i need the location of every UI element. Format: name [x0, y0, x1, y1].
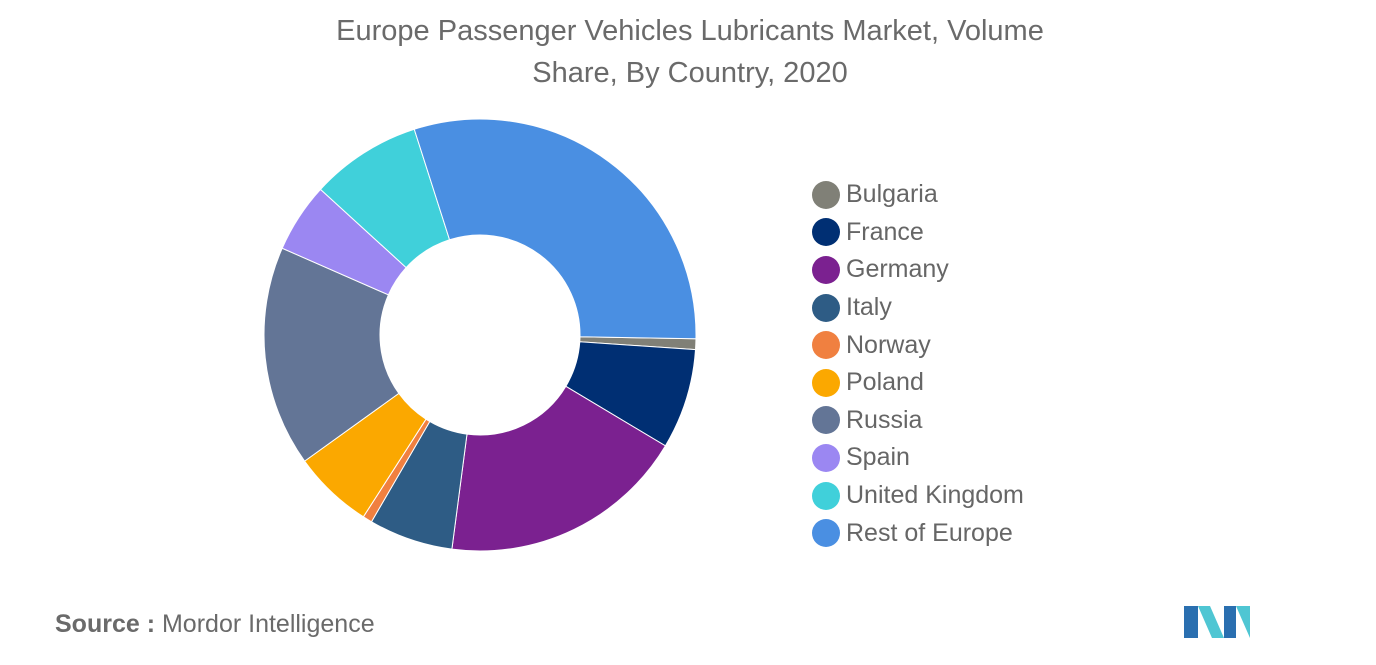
legend-label-italy: Italy [846, 293, 892, 322]
legend-label-france: France [846, 217, 924, 246]
legend-label-rest-of-europe: Rest of Europe [846, 518, 1013, 547]
legend-item-poland: Poland [812, 364, 1024, 402]
legend-swatch-poland [812, 368, 840, 397]
legend-label-poland: Poland [846, 368, 924, 397]
legend-item-norway: Norway [812, 326, 1024, 364]
donut-slice-germany [451, 385, 667, 552]
legend-swatch-norway [812, 331, 840, 360]
legend-item-italy: Italy [812, 289, 1024, 327]
legend-swatch-germany [812, 255, 840, 284]
source-label: Source : [55, 610, 156, 638]
legend-swatch-rest-of-europe [812, 519, 840, 548]
legend-swatch-italy [812, 293, 840, 322]
mordor-intelligence-logo-icon [1184, 606, 1250, 638]
chart-title: Europe Passenger Vehicles Lubricants Mar… [290, 10, 1090, 94]
legend-label-germany: Germany [846, 255, 949, 284]
legend-swatch-russia [812, 406, 840, 435]
donut-slice-rest-of-europe [413, 118, 697, 340]
legend-item-france: France [812, 214, 1024, 252]
source-value: Mordor Intelligence [161, 610, 375, 638]
legend-item-bulgaria: Bulgaria [812, 176, 1024, 214]
legend-label-spain: Spain [846, 443, 910, 472]
legend-item-united-kingdom: United Kingdom [812, 477, 1024, 515]
legend-label-russia: Russia [846, 405, 923, 434]
chart-legend: Bulgaria France Germany Italy Norway Poland Ru… [812, 176, 1024, 552]
source-note: Source : Mordor Intelligence [55, 610, 375, 639]
legend-label-norway: Norway [846, 330, 931, 359]
donut-slice-russia [263, 247, 400, 462]
legend-swatch-spain [812, 443, 840, 472]
legend-swatch-france [812, 218, 840, 247]
legend-label-bulgaria: Bulgaria [846, 180, 938, 209]
chart-title-line-2: Share, By Country, 2020 [532, 57, 848, 89]
legend-item-rest-of-europe: Rest of Europe [812, 514, 1024, 552]
legend-item-germany: Germany [812, 251, 1024, 289]
legend-swatch-bulgaria [812, 180, 840, 209]
legend-item-russia: Russia [812, 402, 1024, 440]
chart-title-line-1: Europe Passenger Vehicles Lubricants Mar… [336, 15, 1044, 47]
legend-label-united-kingdom: United Kingdom [846, 481, 1024, 510]
legend-item-spain: Spain [812, 439, 1024, 477]
legend-swatch-united-kingdom [812, 481, 840, 510]
